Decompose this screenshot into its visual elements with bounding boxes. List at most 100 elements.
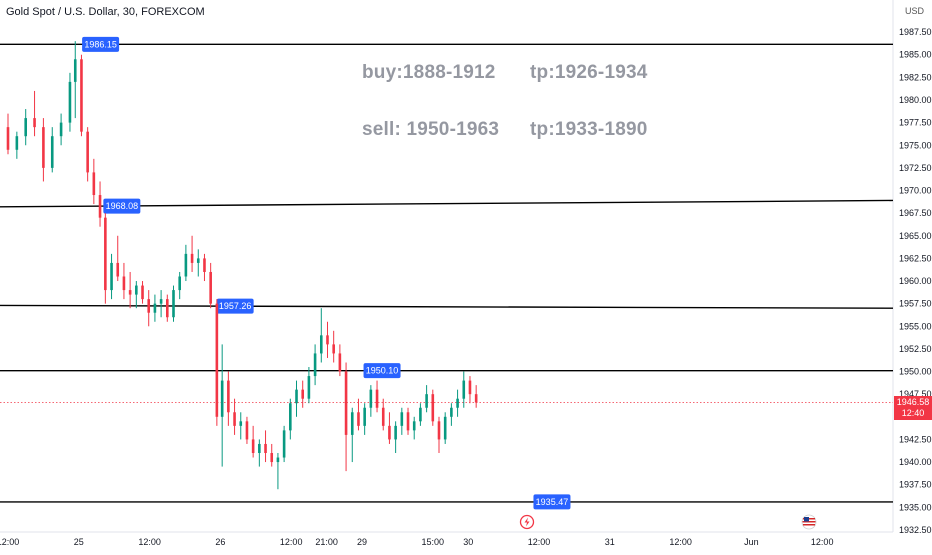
candle-body: [350, 412, 354, 435]
candle-body: [474, 394, 478, 403]
candle-body: [209, 271, 212, 304]
candle-body: [122, 276, 126, 291]
candle-body: [110, 262, 113, 291]
candle-body: [400, 412, 404, 426]
y-tick-label: 1962.50: [899, 253, 932, 263]
y-tick-label: 1977.50: [899, 118, 932, 128]
candle-body: [332, 344, 335, 354]
candle-body: [86, 131, 89, 173]
price-level-label: 1950.10: [366, 366, 399, 376]
us-flag-event-icon[interactable]: [801, 514, 817, 530]
y-tick-label: 1955.00: [899, 321, 932, 331]
candle-body: [6, 127, 10, 150]
x-tick-label: 12:00: [280, 537, 303, 547]
candle-body: [270, 453, 274, 463]
candle-body: [135, 285, 138, 295]
price-level-label-bg: [103, 198, 141, 214]
x-tick-label: 26: [215, 537, 225, 547]
candle-body: [307, 376, 311, 399]
x-tick-label: 21:00: [315, 537, 338, 547]
last-price-tag: 1946.58 12:40: [894, 395, 932, 420]
candle-body: [245, 421, 249, 440]
lightning-event-icon[interactable]: [519, 514, 535, 530]
y-tick-label: 1952.50: [899, 344, 932, 354]
x-tick-label: 31: [605, 537, 615, 547]
candle-body: [104, 217, 107, 291]
buy-annotation: buy:1888-1912: [362, 62, 496, 83]
candle-body: [456, 398, 459, 408]
y-tick-label: 1932.50: [899, 525, 932, 535]
x-tick-label: 12:00: [528, 537, 551, 547]
candle-body: [326, 335, 329, 345]
price-level-label-bg: [216, 298, 254, 314]
candle-body: [147, 299, 151, 313]
price-level-label: 1935.47: [536, 497, 569, 507]
candle-body: [295, 389, 298, 404]
candle-body: [443, 416, 447, 440]
candle-body: [344, 371, 348, 435]
price-level-line: [0, 199, 894, 208]
candle-body: [215, 303, 219, 417]
sell-annotation: sell: 1950-1963: [362, 119, 500, 140]
candle-body: [233, 412, 236, 426]
price-level-label: 1986.15: [84, 39, 117, 49]
x-tick-label: 15:00: [422, 537, 445, 547]
candle-body: [159, 299, 163, 304]
candle-body: [166, 299, 169, 318]
price-level-line: [0, 304, 894, 309]
y-tick-label: 1982.50: [899, 72, 932, 82]
candle-body: [406, 412, 410, 431]
candle-body: [462, 380, 466, 399]
candle-body: [258, 443, 261, 454]
candle-body: [394, 425, 397, 440]
candle-body: [369, 389, 373, 408]
x-tick-label: 30: [463, 537, 473, 547]
candle-body: [425, 394, 428, 408]
candle-body: [128, 290, 132, 295]
candle-body: [24, 118, 27, 137]
y-tick-label: 1987.50: [899, 27, 932, 37]
candle-body: [203, 258, 206, 272]
price-level-label: 1957.26: [219, 301, 252, 311]
candle-body: [50, 136, 54, 168]
candle-body: [184, 253, 188, 277]
x-tick-label: 12:00: [811, 537, 834, 547]
candle-body: [141, 285, 144, 300]
candle-body: [15, 136, 19, 150]
sell-tp-annotation: tp:1933-1890: [530, 119, 648, 140]
candle-body: [251, 439, 255, 454]
candle-body: [381, 407, 385, 426]
candle-body: [301, 389, 305, 399]
x-tick-label: 29: [357, 537, 367, 547]
bar-countdown: 12:40: [901, 407, 925, 418]
candle-body: [92, 172, 96, 196]
candle-body: [319, 335, 323, 354]
candle-body: [468, 380, 472, 395]
candle-body: [419, 407, 422, 422]
candle-body: [437, 421, 441, 440]
candle-body: [172, 290, 175, 318]
candle-body: [338, 353, 342, 372]
x-tick-label: 12:00: [138, 537, 161, 547]
price-level-label-bg: [82, 36, 120, 52]
candle-body: [33, 118, 36, 128]
x-tick-label: 12:00: [669, 537, 692, 547]
price-level-label-bg: [363, 363, 401, 379]
candle-body: [388, 425, 391, 440]
x-tick-label: 12:00: [0, 537, 19, 547]
candle-body: [220, 380, 224, 417]
symbol-title[interactable]: Gold Spot / U.S. Dollar, 30, FOREXCOM: [6, 6, 205, 18]
y-tick-label: 1947.50: [899, 389, 932, 399]
candle-body: [42, 127, 45, 168]
candle-body: [73, 59, 77, 82]
candle-body: [363, 407, 366, 426]
y-tick-label: 1985.00: [899, 50, 932, 60]
candle-body: [59, 122, 63, 137]
candle-body: [264, 443, 267, 454]
price-level-label-bg: [533, 494, 571, 510]
y-tick-label: 1937.50: [899, 480, 932, 490]
candle-body: [116, 262, 120, 277]
y-tick-label: 1967.50: [899, 208, 932, 218]
